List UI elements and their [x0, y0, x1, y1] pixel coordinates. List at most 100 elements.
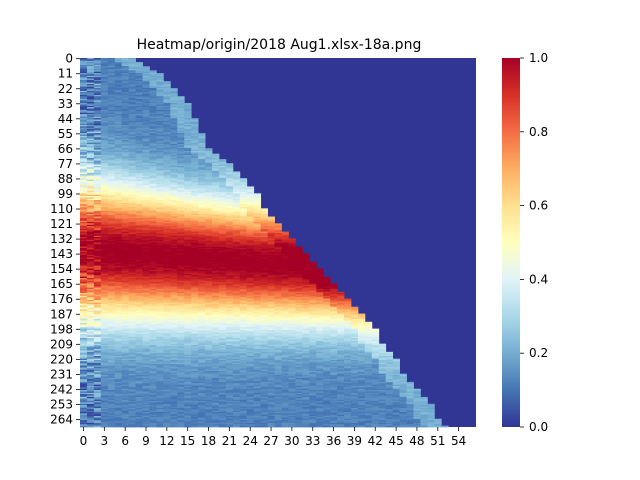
heatmap-cell [191, 171, 199, 174]
heatmap-cell [260, 257, 268, 260]
heatmap-cell [198, 314, 206, 317]
heatmap-cell [121, 155, 130, 157]
heatmap-cell [142, 201, 150, 204]
heatmap-cell [163, 325, 171, 328]
heatmap-cell [177, 250, 185, 253]
heatmap-cell [246, 189, 255, 191]
heatmap-cell [114, 109, 123, 112]
heatmap-cell [177, 275, 185, 278]
heatmap-cell [177, 104, 185, 107]
heatmap-cell [274, 237, 282, 239]
heatmap-cell [142, 174, 150, 176]
heatmap-cell [86, 317, 95, 320]
heatmap-cell [309, 282, 317, 284]
heatmap-cell [107, 235, 116, 238]
heatmap-cell [260, 215, 268, 217]
heatmap-cell [260, 317, 268, 320]
heatmap-cell [316, 295, 324, 298]
heatmap-cell [114, 279, 123, 282]
heatmap-cell [93, 290, 102, 293]
heatmap-cell [86, 321, 95, 324]
heatmap-cell [163, 238, 171, 241]
heatmap-cell [191, 231, 199, 234]
heatmap-cell [142, 99, 150, 101]
heatmap-cell [128, 190, 136, 193]
heatmap-cell [218, 182, 227, 185]
heatmap-cell [121, 310, 130, 313]
heatmap-cell [163, 305, 171, 308]
heatmap-cell [170, 247, 178, 250]
heatmap-cell [149, 213, 157, 216]
heatmap-cell [107, 291, 116, 294]
heatmap-cell [205, 293, 213, 295]
heatmap-cell [93, 120, 102, 123]
heatmap-cell [184, 200, 192, 202]
heatmap-cell [121, 142, 130, 145]
heatmap-cell [128, 301, 136, 304]
heatmap-cell [274, 232, 282, 235]
heatmap-cell [128, 321, 136, 324]
heatmap-cell [253, 212, 262, 215]
heatmap-cell [142, 83, 150, 86]
heatmap-cell [246, 256, 255, 258]
heatmap-cell [337, 316, 345, 319]
heatmap-cell [163, 172, 171, 175]
heatmap-cell [156, 293, 164, 295]
heatmap-cell [107, 308, 116, 310]
heatmap-cell [149, 134, 157, 137]
heatmap-cell [295, 288, 303, 291]
heatmap-cell [281, 232, 289, 235]
heatmap-cell [163, 301, 171, 304]
heatmap-cell [260, 211, 268, 213]
heatmap-cell [191, 197, 199, 200]
heatmap-cell [246, 209, 255, 212]
heatmap-cell [163, 159, 171, 161]
heatmap-cell [184, 186, 192, 189]
heatmap-cell [100, 241, 109, 243]
heatmap-cell [253, 310, 262, 313]
heatmap-cell [295, 260, 303, 263]
heatmap-cell [114, 66, 123, 68]
heatmap-cell [163, 316, 171, 319]
heatmap-cell [93, 112, 102, 115]
heatmap-cell [260, 308, 268, 310]
heatmap-cell [344, 308, 352, 310]
heatmap-cell [142, 317, 150, 320]
heatmap-cell [177, 321, 185, 324]
heatmap-cell [198, 319, 206, 321]
heatmap-cell [80, 317, 88, 320]
heatmap-cell [142, 314, 150, 317]
heatmap-cell [170, 187, 178, 190]
heatmap-cell [170, 204, 178, 206]
heatmap-cell [86, 283, 95, 286]
heatmap-cell [316, 309, 324, 312]
heatmap-cell [156, 170, 164, 172]
heatmap-cell [239, 230, 248, 232]
heatmap-cell [253, 265, 262, 268]
heatmap-cell [198, 163, 206, 165]
heatmap-cell [163, 222, 171, 224]
heatmap-cell [114, 215, 123, 217]
heatmap-cell [170, 150, 178, 153]
heatmap-cell [163, 241, 171, 243]
heatmap-cell [281, 242, 289, 245]
heatmap-cell [80, 267, 88, 269]
heatmap-cell [128, 204, 136, 206]
heatmap-cell [100, 320, 109, 323]
heatmap-cell [100, 257, 109, 260]
heatmap-cell [93, 111, 102, 114]
heatmap-cell [177, 202, 185, 205]
heatmap-cell [218, 227, 227, 230]
heatmap-cell [149, 321, 157, 324]
heatmap-cell [302, 319, 310, 321]
heatmap-cell [135, 100, 143, 103]
heatmap-cell [128, 324, 136, 327]
heatmap-cell [135, 144, 143, 146]
heatmap-cell [142, 228, 150, 231]
heatmap-cell [142, 186, 150, 189]
heatmap-cell [149, 284, 157, 287]
heatmap-cell [128, 249, 136, 252]
heatmap-cell [246, 201, 255, 204]
heatmap-cell [288, 271, 296, 273]
heatmap-cell [205, 179, 213, 182]
